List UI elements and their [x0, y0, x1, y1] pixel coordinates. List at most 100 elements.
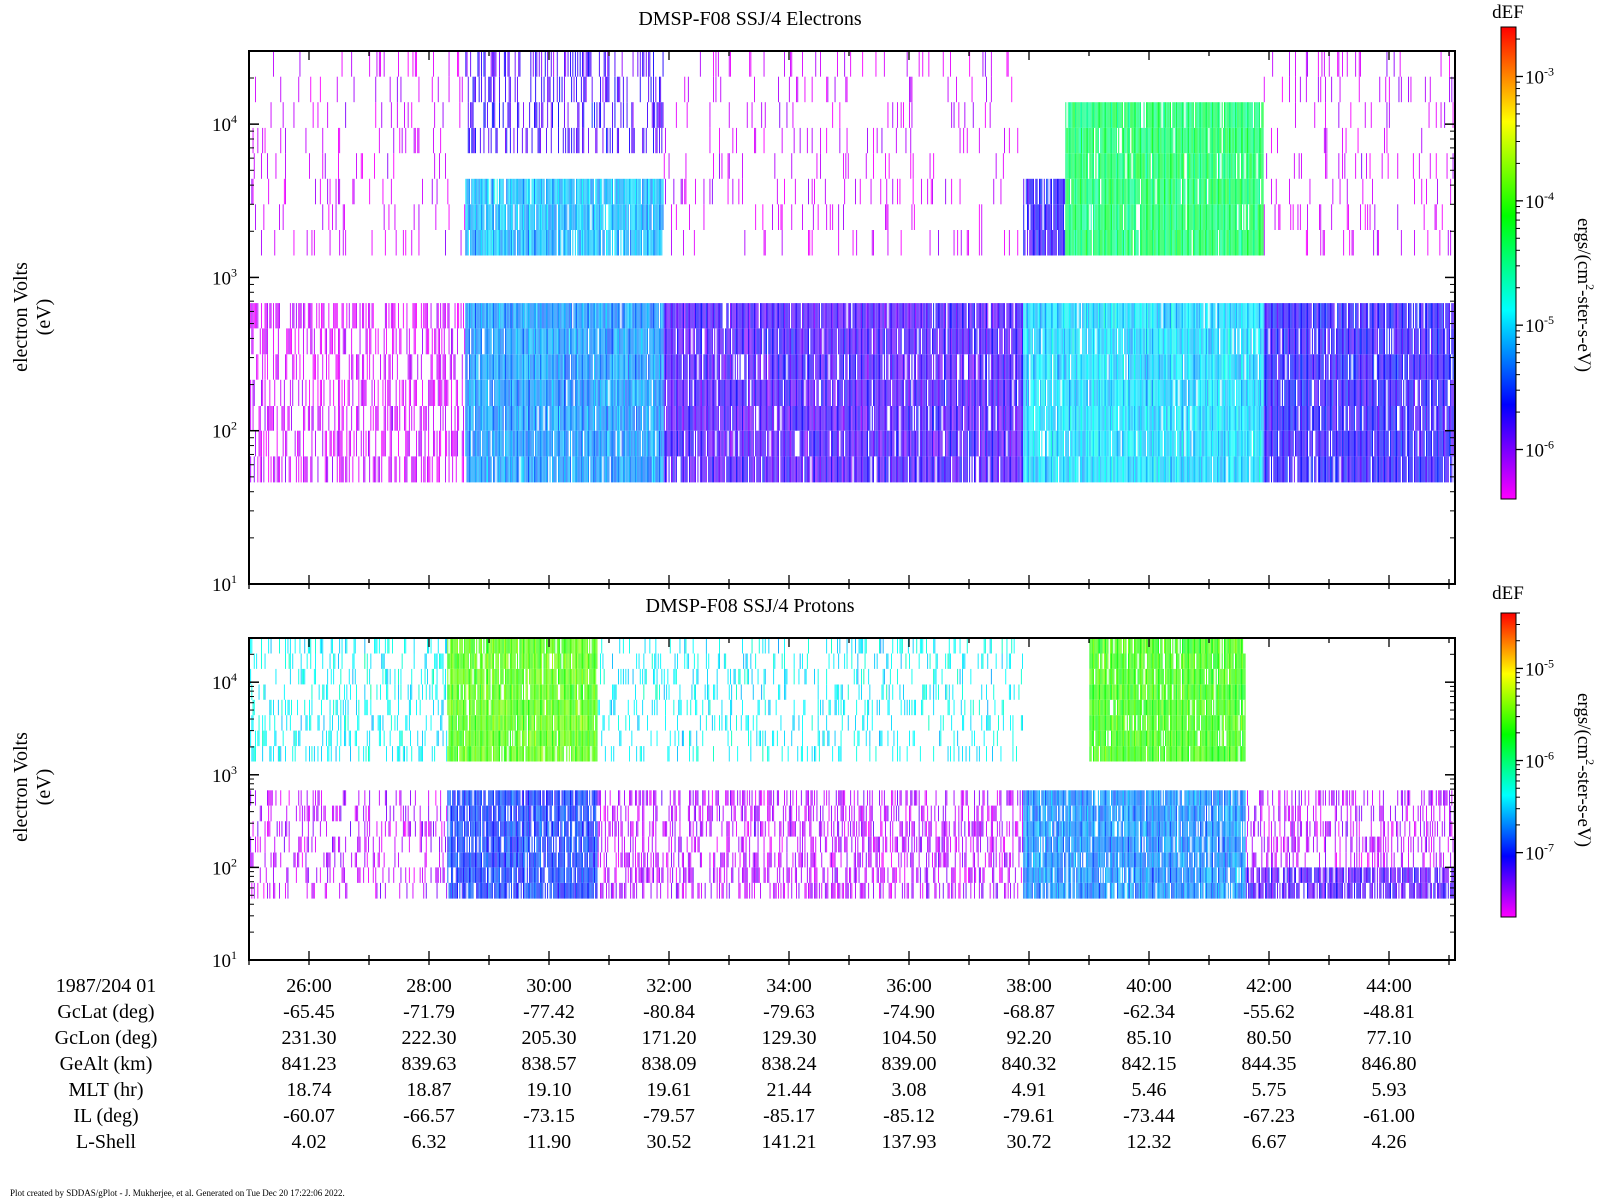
spectrogram-cell: [1067, 328, 1069, 355]
spectrogram-cell: [782, 456, 784, 483]
spectrogram-cell: [613, 204, 615, 230]
spectrogram-cell: [840, 430, 842, 457]
spectrogram-cell: [488, 178, 490, 205]
spectrogram-cell: [341, 406, 343, 431]
spectrogram-cell: [594, 230, 595, 256]
spectrogram-cell: [806, 406, 808, 431]
spectrogram-cell: [348, 430, 350, 457]
spectrogram-cell: [481, 204, 482, 230]
spectrogram-cell: [470, 51, 472, 77]
spectrogram-cell: [565, 406, 567, 431]
spectrogram-cell: [656, 102, 658, 128]
spectrogram-cell: [556, 354, 558, 380]
spectrogram-cell: [916, 379, 918, 406]
spectrogram-cell: [774, 303, 776, 329]
spectrogram-cell: [1057, 178, 1058, 205]
spectrogram-cell: [264, 303, 266, 329]
spectrogram-cell: [1033, 430, 1034, 457]
spectrogram-cell: [540, 328, 541, 355]
spectrogram-cell: [526, 303, 528, 329]
spectrogram-cell: [671, 328, 672, 355]
spectrogram-cell: [1035, 406, 1037, 431]
spectrogram-cell: [757, 379, 759, 406]
spectrogram-cell: [647, 430, 648, 457]
spectrogram-cell: [399, 456, 401, 483]
spectrogram-cell: [338, 153, 339, 179]
spectrogram-cell: [493, 204, 494, 230]
spectrogram-cell: [657, 178, 659, 205]
spectrogram-cell: [389, 430, 391, 457]
spectrogram-cell: [1004, 230, 1005, 256]
spectrogram-cell: [720, 303, 722, 329]
spectrogram-cell: [811, 430, 813, 457]
spectrogram-cell: [1070, 127, 1072, 154]
spectrogram-cell: [906, 303, 908, 329]
spectrogram-cell: [737, 379, 739, 406]
spectrogram-cell: [867, 328, 868, 355]
spectrogram-cell: [598, 456, 600, 483]
spectrogram-cell: [663, 153, 665, 179]
spectrogram-cell: [764, 430, 766, 457]
spectrogram-cell: [958, 456, 960, 483]
spectrogram-cell: [1064, 303, 1066, 329]
spectrogram-cell: [472, 127, 474, 154]
spectrogram-cell: [582, 406, 583, 431]
spectrogram-cell: [607, 127, 609, 154]
spectrogram-cell: [407, 102, 409, 128]
spectrogram-cell: [734, 328, 736, 355]
spectrogram-cell: [600, 406, 601, 431]
spectrogram-cell: [760, 430, 761, 457]
spectrogram-cell: [683, 230, 684, 256]
spectrogram-cell: [845, 430, 847, 457]
spectrogram-cell: [502, 456, 504, 483]
spectrogram-cell: [840, 303, 842, 329]
spectrogram-cell: [439, 430, 440, 457]
spectrogram-cell: [1067, 303, 1069, 329]
spectrogram-cell: [797, 456, 799, 483]
spectrogram-cell: [1071, 456, 1073, 483]
spectrogram-cell: [875, 303, 877, 329]
spectrogram-cell: [530, 406, 532, 431]
spectrogram-cell: [400, 76, 402, 103]
spectrogram-cell: [743, 328, 745, 355]
spectrogram-cell: [834, 76, 836, 103]
spectrogram-cell: [550, 430, 552, 457]
spectrogram-cell: [885, 456, 886, 483]
spectrogram-cell: [743, 303, 745, 329]
spectrogram-cell: [321, 328, 322, 355]
spectrogram-cell: [1051, 379, 1052, 406]
spectrogram-cell: [886, 379, 888, 406]
spectrogram-cell: [252, 328, 254, 355]
spectrogram-cell: [507, 456, 509, 483]
spectrogram-cell: [637, 230, 639, 256]
spectrogram-cell: [1070, 303, 1072, 329]
spectrogram-cell: [1016, 406, 1017, 431]
spectrogram-cell: [501, 456, 503, 483]
spectrogram-cell: [887, 328, 889, 355]
spectrogram-cell: [790, 456, 791, 483]
spectrogram-cell: [381, 102, 383, 128]
spectrogram-cell: [264, 379, 266, 406]
spectrogram-cell: [1007, 354, 1009, 380]
spectrogram-cell: [1067, 127, 1069, 154]
spectrogram-cell: [472, 328, 474, 355]
spectrogram-cell: [672, 430, 674, 457]
spectrogram-cell: [561, 303, 563, 329]
spectrogram-cell: [894, 379, 896, 406]
spectrogram-cell: [719, 430, 720, 457]
spectrogram-cell: [467, 230, 469, 256]
spectrogram-cell: [784, 303, 785, 329]
spectrogram-cell: [625, 178, 627, 205]
spectrogram-cell: [794, 303, 796, 329]
spectrogram-cell: [509, 406, 511, 431]
spectrogram-cell: [641, 204, 642, 230]
spectrogram-cell: [840, 456, 842, 483]
spectrogram-cell: [573, 406, 575, 431]
spectrogram-cell: [785, 456, 787, 483]
spectrogram-cell: [935, 406, 937, 431]
spectrogram-cell: [800, 456, 802, 483]
spectrogram-cell: [514, 328, 516, 355]
spectrogram-cell: [710, 354, 712, 380]
spectrogram-cell: [794, 406, 796, 431]
spectrogram-cell: [776, 354, 778, 380]
